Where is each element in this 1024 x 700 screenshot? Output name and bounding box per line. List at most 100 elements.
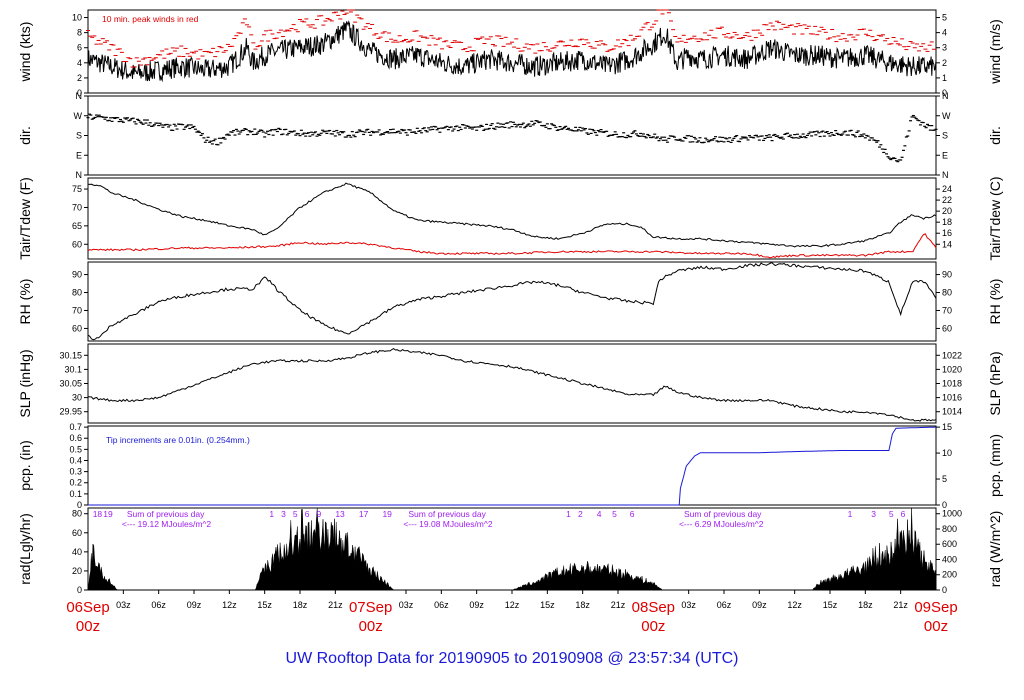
y-tick-label-right: 1000 (942, 509, 962, 519)
y-tick-label-right: 24 (942, 184, 952, 194)
y-tick-label-left: 0.3 (69, 467, 82, 477)
series-line-pcp (88, 426, 936, 506)
panel-pressure (84, 343, 940, 424)
y-axis-title-right: Tair/Tdew (C) (987, 176, 1003, 260)
x-tick-label: 12z (505, 600, 520, 610)
x-tick-label: 06z (717, 600, 732, 610)
y-tick-label-right: 0 (942, 88, 947, 98)
radiation-hour-label: 1 (269, 509, 274, 519)
y-tick-label-right: 1016 (942, 393, 962, 403)
radiation-hour-label: 17 (359, 509, 369, 519)
y-axis-title-left: pcp. (in) (17, 440, 33, 491)
panel-annotation: Tip increments are 0.01in. (0.254mm.) (106, 435, 250, 445)
y-tick-label-left: 0.5 (69, 444, 82, 454)
y-tick-label-left: 8 (77, 28, 82, 38)
panel-humidity (84, 261, 940, 342)
y-axis-title-left: Tair/Tdew (F) (17, 177, 33, 259)
y-tick-label-left: 30.1 (64, 364, 82, 374)
y-axis-title-right: dir. (987, 126, 1003, 145)
panel-frame (87, 177, 937, 260)
panel-radiation (84, 507, 940, 591)
y-tick-label-left: S (76, 131, 82, 141)
y-axis-title-right: rad (W/m^2) (987, 511, 1003, 588)
radiation-hour-label: 2 (578, 509, 583, 519)
y-axis-title-right: wind (m/s) (987, 19, 1003, 85)
y-tick-label-left: 0.1 (69, 489, 82, 499)
x-tick-label: 18z (858, 600, 873, 610)
radiation-hour-label: 9 (316, 509, 321, 519)
y-axis-title-right: pcp. (mm) (987, 434, 1003, 497)
y-tick-label-left: 0 (77, 88, 82, 98)
y-axis-title-right: SLP (hPa) (987, 351, 1003, 415)
y-axis-title-left: rad(Lgly/hr) (17, 513, 33, 585)
radiation-hour-label: 3 (871, 509, 876, 519)
radiation-hour-label: 3 (281, 509, 286, 519)
x-tick-label: 18z (293, 600, 308, 610)
x-day-label: 08Sep (632, 599, 675, 616)
y-tick-label-left: 60 (72, 528, 82, 538)
y-tick-label-left: 6 (77, 43, 82, 53)
y-tick-label-left: 29.95 (59, 407, 82, 417)
radiation-hour-label: 5 (612, 509, 617, 519)
y-tick-label-left: 10 (72, 13, 82, 23)
y-tick-label-left: W (74, 111, 83, 121)
y-tick-label-left: 0.7 (69, 422, 82, 432)
y-tick-label-left: 30.15 (59, 350, 82, 360)
panel-precipitation (84, 425, 940, 506)
y-tick-label-right: 90 (942, 270, 952, 280)
series-line-RH (87, 262, 937, 341)
panel-direction (84, 95, 940, 176)
y-tick-label-right: S (942, 131, 948, 141)
x-tick-label: 06z (434, 600, 449, 610)
x-tick-label: 18z (575, 600, 590, 610)
x-tick-label: 09z (187, 600, 202, 610)
y-tick-label-left: 30.05 (59, 379, 82, 389)
y-tick-label-right: E (942, 150, 948, 160)
daily-total-value: <--- 19.12 MJoules/m^2 (122, 519, 212, 529)
y-tick-label-left: 0 (77, 585, 82, 595)
x-tick-label: 03z (116, 600, 131, 610)
radiation-hour-label: 1 (566, 509, 571, 519)
x-tick-label: 12z (787, 600, 802, 610)
x-tick-label: 09z (752, 600, 767, 610)
y-tick-label-left: 40 (72, 547, 82, 557)
radiation-hour-label: 5 (889, 509, 894, 519)
radiation-hour-label: 5 (293, 509, 298, 519)
x-tick-label: 21z (328, 600, 343, 610)
y-tick-label-left: 60 (72, 239, 82, 249)
y-tick-label-right: 14 (942, 239, 952, 249)
y-tick-label-right: 0 (942, 500, 947, 510)
x-tick-label: 15z (257, 600, 272, 610)
y-tick-label-left: 2 (77, 73, 82, 83)
radiation-hour-label: 6 (630, 509, 635, 519)
y-tick-label-right: 18 (942, 217, 952, 227)
series-line-SLP (87, 348, 937, 422)
x-tick-label: 21z (611, 600, 626, 610)
y-tick-label-right: 16 (942, 228, 952, 238)
daily-total-label: Sum of previous day (127, 509, 205, 519)
y-tick-label-left: 75 (72, 184, 82, 194)
y-tick-label-right: 22 (942, 195, 952, 205)
y-axis-title-right: RH (%) (987, 279, 1003, 325)
y-tick-label-right: 70 (942, 305, 952, 315)
y-axis-title-left: dir. (17, 126, 33, 145)
panel-annotation: 10 min. peak winds in red (102, 14, 199, 24)
y-tick-label-left: 70 (72, 305, 82, 315)
radiation-hour-label: 18 (93, 509, 103, 519)
radiation-area (87, 507, 937, 591)
y-tick-label-right: 60 (942, 323, 952, 333)
y-axis-title-left: SLP (inHg) (17, 349, 33, 417)
y-tick-label-right: 1018 (942, 379, 962, 389)
y-tick-label-left: 0.4 (69, 455, 82, 465)
y-tick-label-right: 600 (942, 539, 957, 549)
x-day-label: 07Sep (349, 599, 392, 616)
y-tick-label-left: 60 (72, 323, 82, 333)
y-tick-label-left: 80 (72, 288, 82, 298)
panel-frame (87, 9, 937, 94)
x-tick-label: 03z (681, 600, 696, 610)
y-tick-label-right: N (942, 170, 949, 180)
radiation-hour-label: 13 (335, 509, 345, 519)
y-tick-label-right: 1022 (942, 350, 962, 360)
